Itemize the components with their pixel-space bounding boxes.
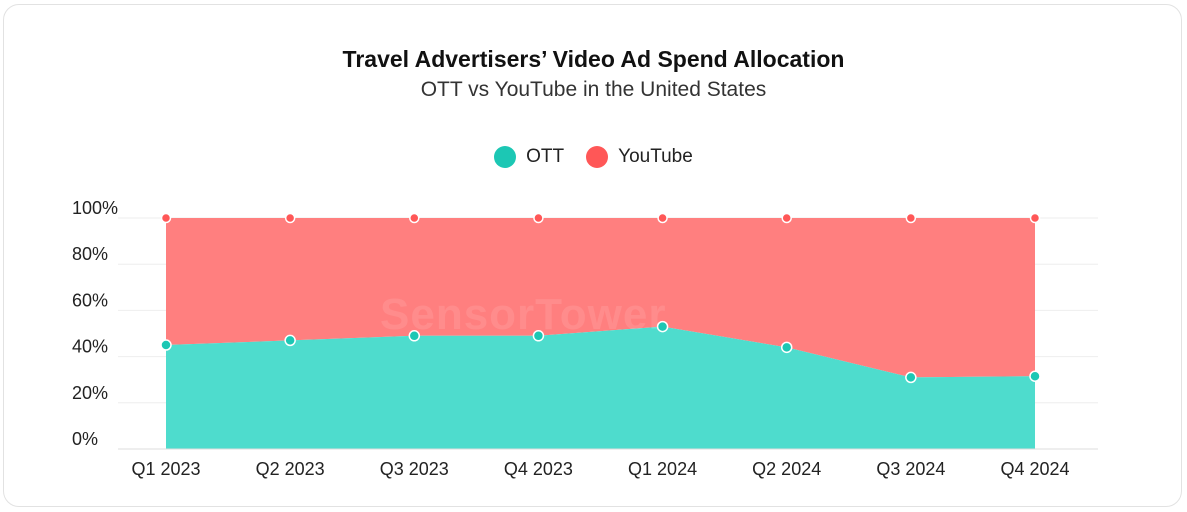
x-tick-label: Q3 2023 (380, 459, 449, 479)
x-tick-label: Q2 2024 (752, 459, 821, 479)
legend-label-ott: OTT (526, 146, 565, 167)
ott-point (780, 341, 793, 354)
chart-legend: OTT YouTube (0, 146, 1187, 168)
youtube-point (284, 212, 296, 224)
y-tick-label: 20% (72, 383, 108, 403)
youtube-point (905, 212, 917, 224)
y-tick-label: 40% (72, 337, 108, 357)
x-tick-label: Q3 2024 (876, 459, 945, 479)
youtube-point (657, 212, 668, 224)
legend-label-youtube: YouTube (618, 146, 693, 167)
ott-point (160, 339, 172, 351)
dot-layer (160, 212, 1041, 384)
legend-swatch-youtube (586, 146, 609, 168)
x-tick-label: Q4 2024 (1000, 459, 1069, 479)
youtube-point (409, 212, 420, 224)
ott-point (656, 320, 669, 333)
ott-area (166, 326, 1035, 449)
ott-point (905, 371, 917, 384)
youtube-point (160, 212, 172, 224)
ott-point (1029, 370, 1041, 382)
y-tick-label: 80% (72, 244, 108, 264)
legend-swatch-ott (494, 146, 517, 168)
ott-point (532, 330, 545, 342)
youtube-area (166, 218, 1035, 378)
chart-title: Travel Advertisers’ Video Ad Spend Alloc… (342, 46, 845, 72)
area-layer (166, 218, 1035, 449)
x-tick-label: Q2 2023 (256, 459, 325, 479)
ott-point (408, 330, 421, 342)
x-tick-label: Q1 2024 (628, 459, 697, 479)
axis-layer: 0% 20% 40% 60% 80% 100% Q1 2023 Q2 2023 Q3 2023 Q… (72, 198, 1098, 479)
x-tick-label: Q4 2023 (504, 459, 573, 479)
ott-point (284, 334, 296, 347)
y-tick-label: 100% (72, 198, 118, 218)
legend-item-ott[interactable]: OTT (494, 146, 564, 168)
x-tick-label: Q1 2023 (131, 459, 200, 479)
youtube-point (533, 212, 544, 224)
chart-subtitle: OTT vs YouTube in the United States (420, 78, 767, 101)
youtube-point (781, 212, 792, 224)
youtube-point (1029, 212, 1041, 224)
y-tick-label: 0% (72, 429, 98, 449)
legend-item-youtube[interactable]: YouTube (586, 146, 693, 168)
y-tick-label: 60% (72, 290, 108, 310)
